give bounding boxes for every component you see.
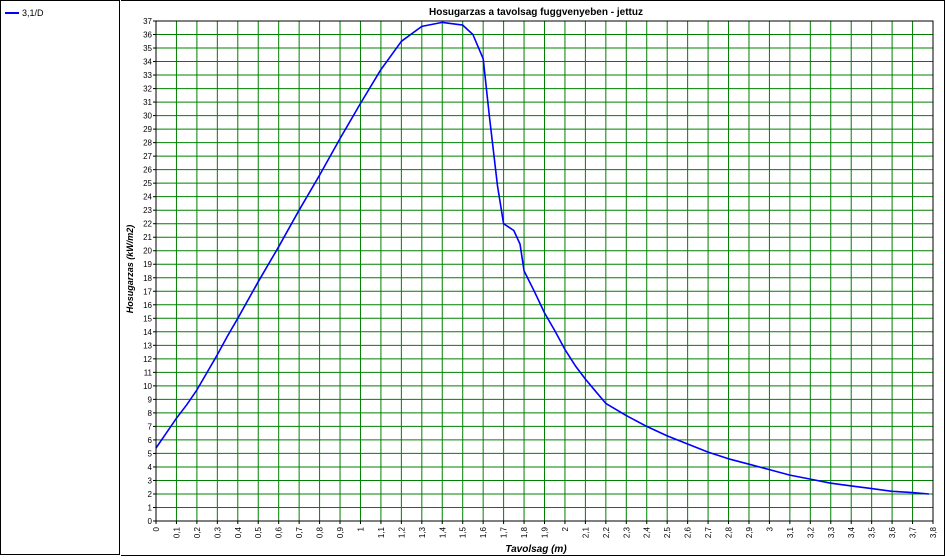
y-tick-label: 4 [148,463,153,472]
x-tick-label: 1,5 [459,526,468,538]
x-tick-label: 2,7 [704,526,713,538]
x-tick-label: 0,7 [295,526,304,538]
x-tick-label: 3,8 [929,526,938,538]
plot-frame [155,20,934,522]
y-tick-label: 37 [143,17,152,26]
y-tick-label: 19 [143,260,152,269]
x-tick-label: 1,8 [520,526,529,538]
y-tick-label: 7 [148,422,153,431]
x-tick-label: 3,6 [888,526,897,538]
x-tick-label: 2,9 [745,526,754,538]
x-tick-label: 0,5 [254,526,263,538]
y-tick-label: 32 [143,85,152,94]
x-tick-label: 2,6 [684,526,693,538]
x-tick-label: 1,1 [377,526,386,538]
y-tick-label: 22 [143,220,152,229]
y-tick-label: 16 [143,301,152,310]
x-tick-label: 0,9 [336,526,345,538]
x-tick-label: 1,6 [479,526,488,538]
x-tick-label: 2,4 [643,526,652,538]
legend-panel: 3,1/D [0,0,120,555]
chart-svg: Hosugarzas a tavolsag fuggvenyeben - jet… [125,7,938,555]
x-tick-label: 1,9 [541,526,550,538]
x-tick-label: 0,2 [193,526,202,538]
x-tick-label: 0,8 [316,526,325,538]
y-tick-label: 13 [143,341,152,350]
x-axis-label: Tavolsag (m) [505,544,567,555]
x-tick-label: 3,2 [806,526,815,538]
y-tick-label: 25 [143,179,152,188]
series-line [155,21,929,495]
grid-layer [156,21,933,521]
y-tick-label: 0 [148,517,153,526]
y-tick-label: 27 [143,152,152,161]
y-tick-label: 3 [148,476,153,485]
legend-label: 3,1/D [22,8,44,18]
y-tick-label: 15 [143,314,152,323]
x-tick-label: 3,5 [868,526,877,538]
y-tick-label: 11 [144,368,153,377]
y-tick-label: 2 [148,490,153,499]
x-tick-label: 2,8 [725,526,734,538]
y-tick-label: 12 [143,355,152,364]
x-tick-label: 2 [561,526,570,531]
x-tick-label: 1,2 [397,526,406,538]
x-tick-label: 0 [152,526,161,531]
x-tick-label: 1,7 [500,526,509,538]
y-tick-label: 17 [143,287,152,296]
y-tick-label: 10 [143,382,152,391]
y-tick-label: 8 [148,409,153,418]
x-tick-label: 2,3 [622,526,631,538]
y-tick-label: 5 [148,449,153,458]
x-tick-label: 1 [356,526,365,531]
y-tick-label: 9 [148,395,153,404]
x-tick-label: 2,5 [663,526,672,538]
y-tick-label: 34 [143,58,152,67]
x-tick-label: 0,4 [234,526,243,538]
y-tick-label: 33 [143,71,152,80]
x-tick-label: 0,6 [275,526,284,538]
chart-panel: Hosugarzas a tavolsag fuggvenyeben - jet… [121,0,945,556]
y-tick-label: 28 [143,139,152,148]
y-tick-label: 30 [143,112,152,121]
legend-line-swatch [5,12,19,14]
y-tick-label: 35 [143,44,152,53]
x-tick-label: 1,4 [438,526,447,538]
y-tick-label: 29 [143,125,152,134]
y-tick-label: 18 [143,274,152,283]
y-tick-label: 24 [143,193,152,202]
y-tick-label: 23 [143,206,152,215]
x-tick-label: 3,4 [847,526,856,538]
chart-title: Hosugarzas a tavolsag fuggvenyeben - jet… [429,7,643,18]
x-tick-label: 0,1 [172,526,181,538]
y-tick-label: 14 [143,328,152,337]
x-tick-label: 1,3 [418,526,427,538]
y-tick-label: 1 [148,503,153,512]
x-tick-label: 2,2 [602,526,611,538]
x-tick-label: 3,3 [827,526,836,538]
legend-item[interactable]: 3,1/D [5,7,44,19]
y-tick-label: 31 [143,98,152,107]
x-tick-label: 3,7 [909,526,918,538]
series-layer [155,21,929,495]
y-axis-label: Hosugarzas (kW/m2) [125,225,135,314]
x-tick-label: 2,1 [581,526,590,538]
y-tick-label: 20 [143,247,152,256]
x-tick-label: 3,1 [786,526,795,538]
y-tick-label: 6 [148,436,153,445]
x-tick-label: 3 [765,526,774,531]
y-tick-label: 36 [143,31,152,40]
y-tick-label: 21 [143,233,152,242]
x-tick-label: 0,3 [213,526,222,538]
y-tick-label: 26 [143,166,152,175]
